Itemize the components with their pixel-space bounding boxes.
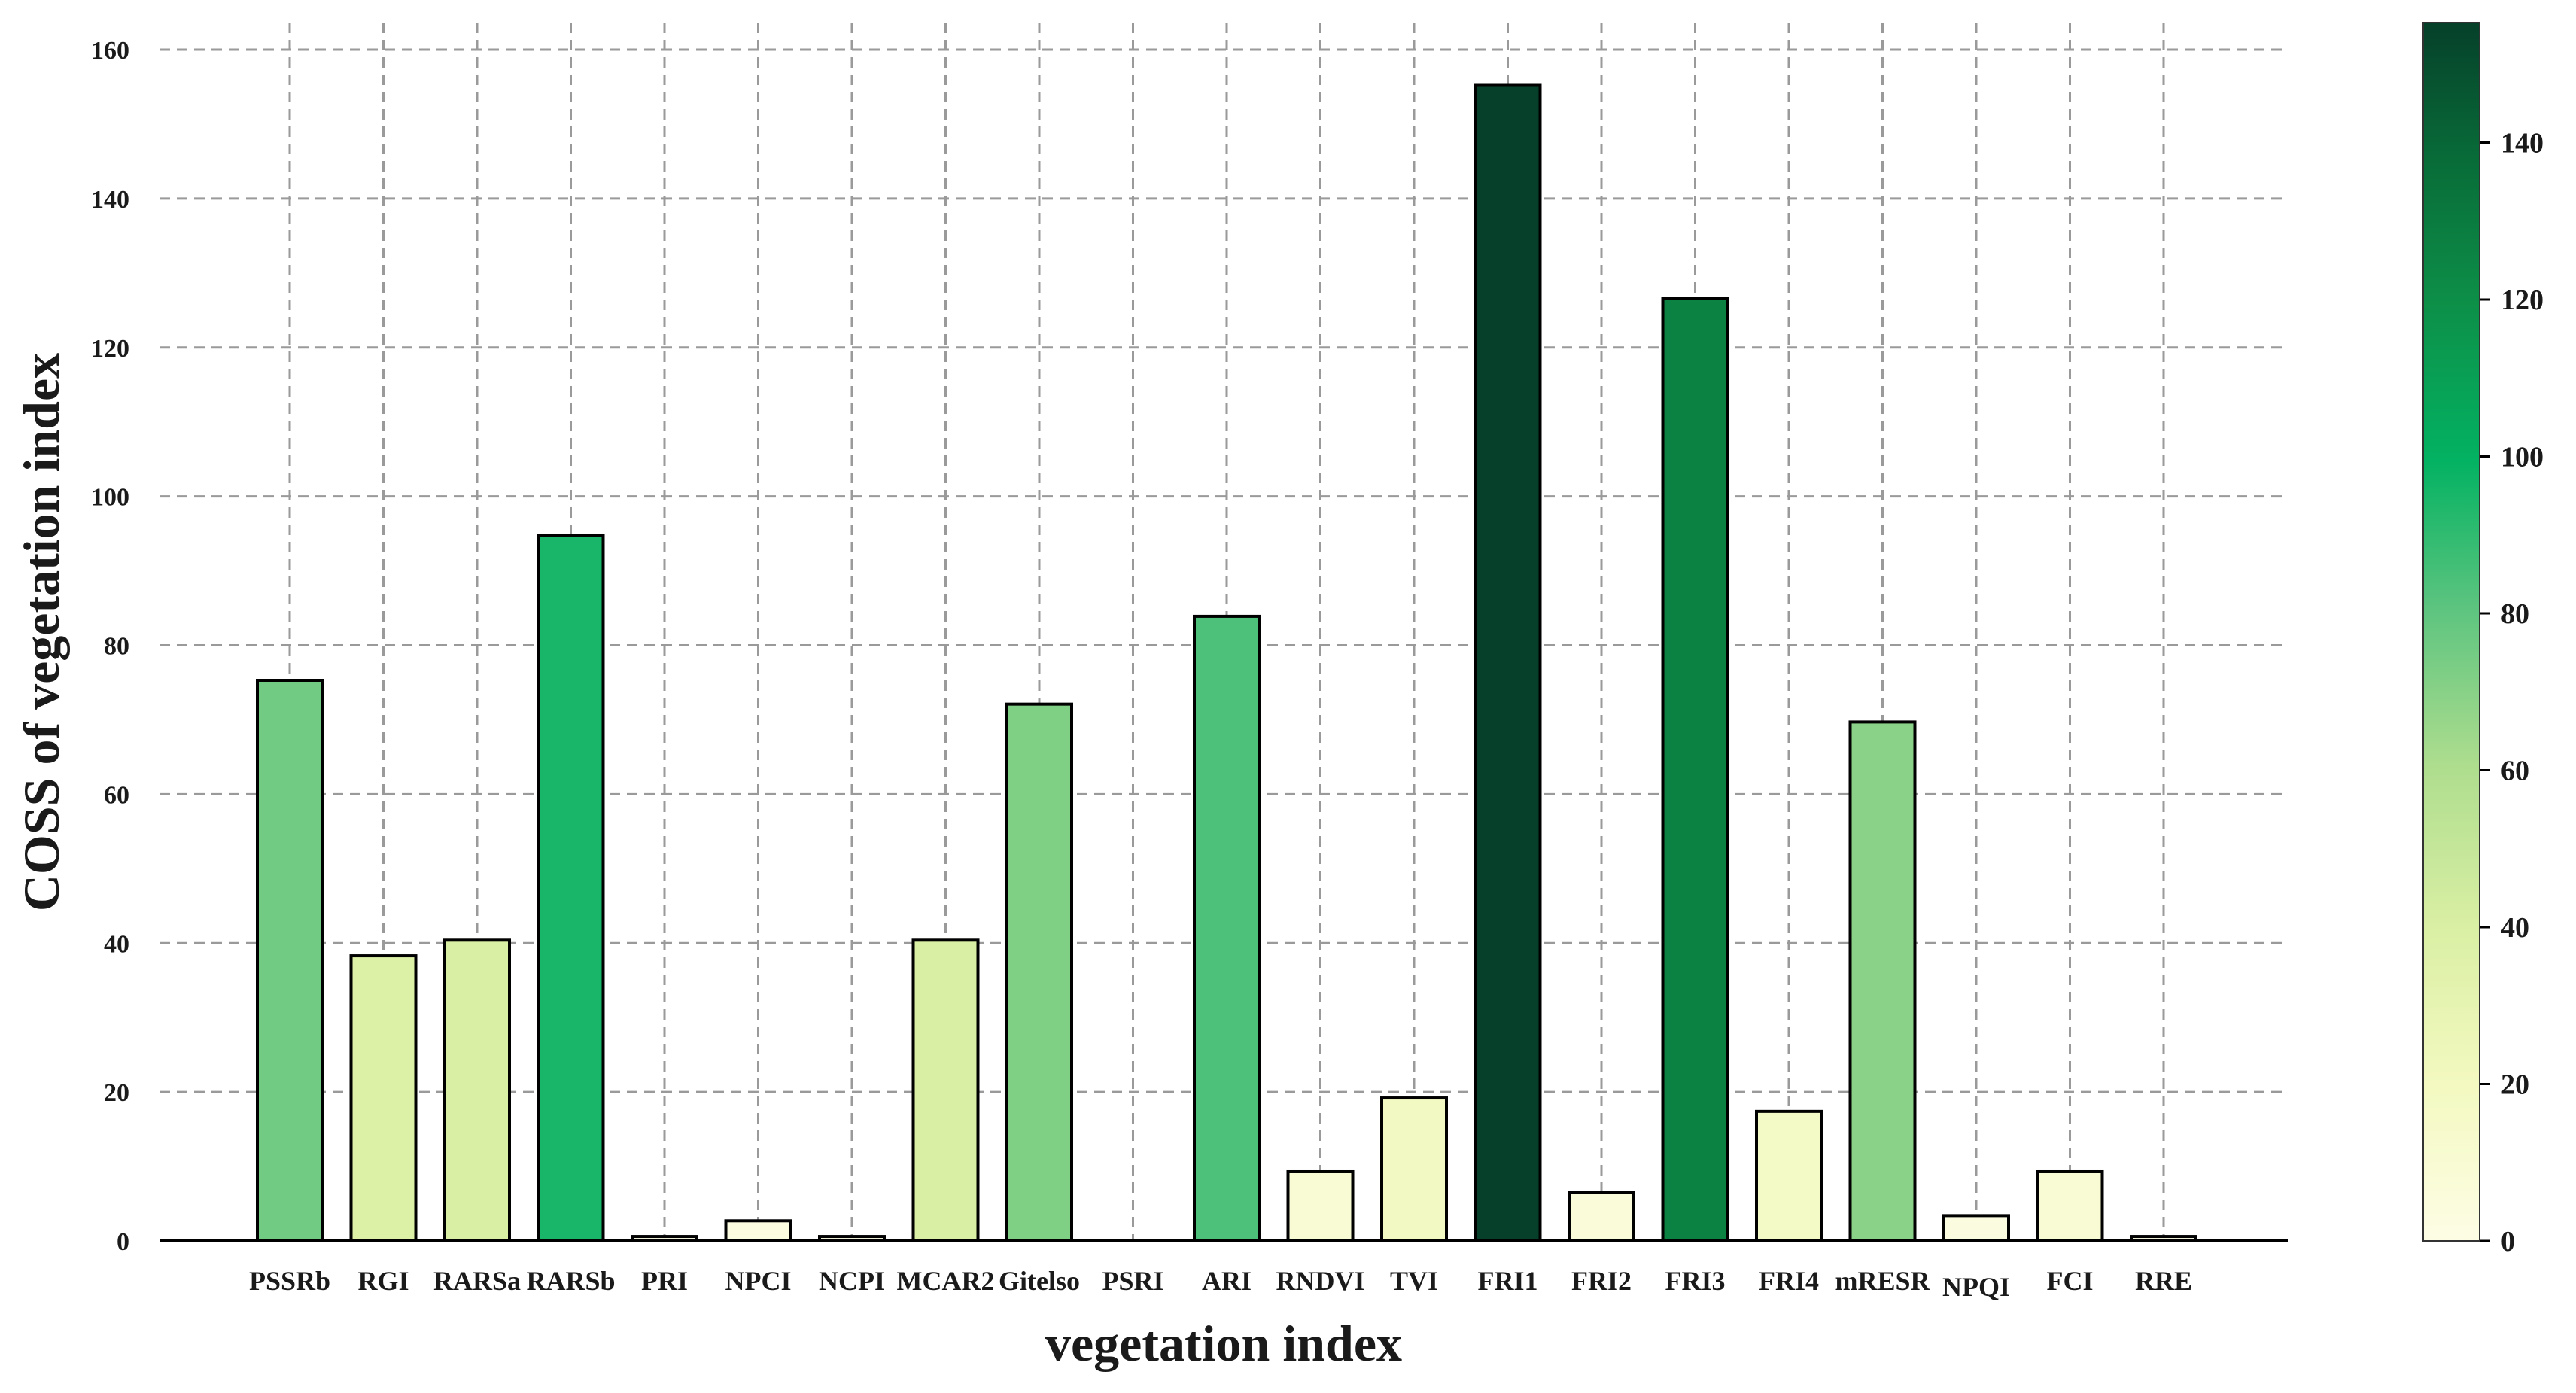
colorbar-tick-label: 20 xyxy=(2501,1069,2529,1101)
y-tick-label: 80 xyxy=(104,633,129,661)
x-tick-label: FRI2 xyxy=(1571,1266,1632,1296)
colorbar-tick-label: 140 xyxy=(2501,128,2544,160)
bar-ari xyxy=(1193,614,1261,1242)
colorbar-tick-label: 0 xyxy=(2501,1226,2515,1258)
y-tick-labels: 0 20 40 60 80 100 120 140 160 xyxy=(91,37,129,1256)
x-tick-label: RGI xyxy=(357,1266,409,1296)
bar-tvi xyxy=(1380,1096,1448,1243)
y-tick-label: 60 xyxy=(104,781,129,809)
bar-gitelso xyxy=(1005,702,1073,1242)
x-tick-label: PSSRb xyxy=(249,1266,330,1296)
bar-npci xyxy=(724,1219,792,1242)
y-axis-title: COSS of vegetation index xyxy=(13,353,70,911)
x-tick-label: NPQI xyxy=(1942,1272,2010,1302)
bar-rgi xyxy=(349,954,418,1242)
x-tick-label: PSRI xyxy=(1102,1266,1163,1296)
y-tick-label: 20 xyxy=(104,1079,129,1107)
colorbar: 0 20 40 60 80 100 120 140 xyxy=(2422,22,2544,1258)
y-tick-label: 120 xyxy=(91,335,129,363)
bar-mcar2 xyxy=(911,938,980,1242)
colorbar-tick-label: 60 xyxy=(2501,756,2529,787)
bar-fri4 xyxy=(1755,1109,1823,1242)
x-tick-label: FRI4 xyxy=(1759,1266,1819,1296)
x-tick-label: MCAR2 xyxy=(897,1266,995,1296)
x-tick-label: TVI xyxy=(1390,1266,1438,1296)
x-tick-label: mRESR xyxy=(1835,1266,1930,1296)
x-tick-label: FRI3 xyxy=(1665,1266,1726,1296)
y-tick-label: 0 xyxy=(117,1228,129,1256)
bar-fri2 xyxy=(1568,1191,1635,1243)
x-tick-label: ARI xyxy=(1202,1266,1252,1296)
bar-rndvi xyxy=(1286,1169,1355,1243)
y-tick-label: 100 xyxy=(91,484,129,512)
colorbar-tick-label: 80 xyxy=(2501,598,2529,630)
x-tick-label: PRI xyxy=(641,1266,688,1296)
x-tick-label: FRI1 xyxy=(1478,1266,1538,1296)
x-tick-label: RARSa xyxy=(433,1266,521,1296)
bar-rarsb xyxy=(537,534,605,1242)
x-tick-label: RARSb xyxy=(526,1266,615,1296)
bar-rarsa xyxy=(443,938,511,1242)
colorbar-tick-label: 100 xyxy=(2501,442,2544,473)
bar-mresr xyxy=(1848,720,1917,1242)
x-tick-labels: PSSRb RGI RARSa RARSb PRI NPCI NCPI MCAR2 Gitels… xyxy=(249,1266,2192,1302)
colorbar-gradient-bar xyxy=(2422,22,2480,1242)
colorbar-ticks: 0 20 40 60 80 100 120 140 xyxy=(2480,128,2544,1258)
bar-npqi xyxy=(1942,1214,2010,1242)
x-tick-label: RNDVI xyxy=(1276,1266,1364,1296)
x-tick-label: FCI xyxy=(2047,1266,2094,1296)
y-tick-label: 40 xyxy=(104,930,129,958)
bar-fri1 xyxy=(1474,83,1542,1243)
x-tick-label: RRE xyxy=(2135,1266,2192,1296)
bar-pssrb xyxy=(256,679,324,1242)
bar-fci xyxy=(2036,1169,2104,1243)
x-tick-label: NCPI xyxy=(819,1266,885,1296)
x-tick-label: Gitelso xyxy=(999,1266,1080,1296)
colorbar-tick-label: 40 xyxy=(2501,912,2529,944)
y-tick-label: 140 xyxy=(91,186,129,214)
colorbar-tick-label: 120 xyxy=(2501,284,2544,316)
y-tick-label: 160 xyxy=(91,37,129,65)
x-axis-title: vegetation index xyxy=(1045,1315,1402,1372)
bar-fri3 xyxy=(1661,297,1729,1242)
x-tick-label: NPCI xyxy=(725,1266,792,1296)
